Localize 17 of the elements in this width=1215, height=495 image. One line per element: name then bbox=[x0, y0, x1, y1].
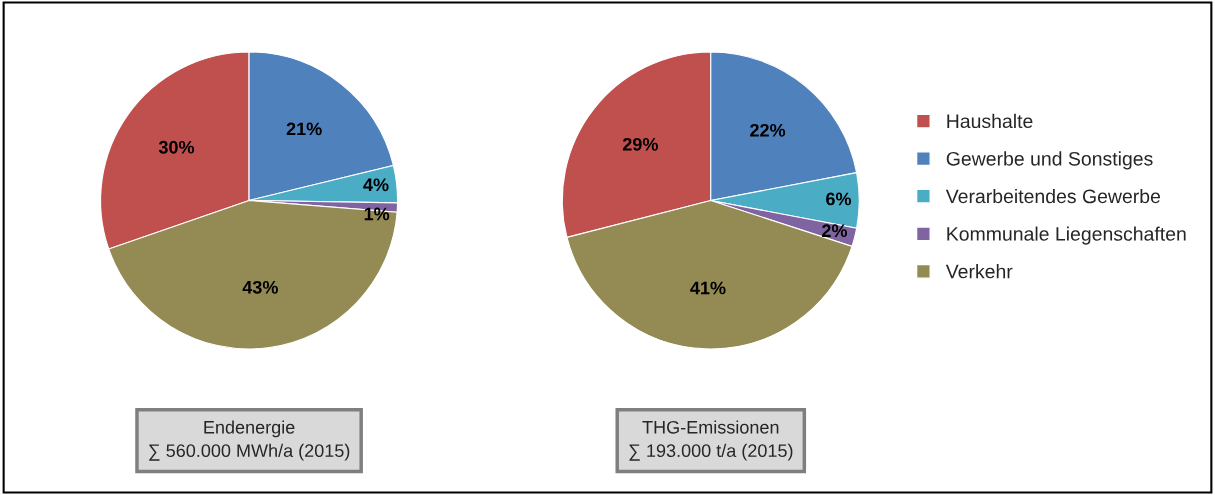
legend-label: Verkehr bbox=[945, 264, 1013, 279]
legend-label: Haushalte bbox=[947, 113, 1033, 129]
data-label: 30% bbox=[158, 140, 195, 154]
data-label: 4% bbox=[363, 178, 389, 192]
data-label: 2% bbox=[822, 224, 848, 238]
legend-label: Kommunale Liegenschaften bbox=[947, 226, 1186, 245]
data-label: 21% bbox=[286, 122, 322, 136]
text: THG-Emissionen ∑ 193.000 t/a (2015) bbox=[629, 420, 793, 461]
data-label: 41% bbox=[690, 281, 726, 295]
data-label: 1% bbox=[364, 207, 390, 221]
legend-label: Gewerbe und Sonstiges bbox=[946, 151, 1153, 170]
data-label: 29% bbox=[622, 137, 658, 151]
data-label: 22% bbox=[750, 123, 786, 137]
data-label: 6% bbox=[826, 192, 852, 206]
data-label: 43% bbox=[242, 280, 278, 294]
legend-label: Verarbeitendes Gewerbe bbox=[945, 188, 1161, 204]
text: Endenergie ∑ 560.000 MWh/a (2015) bbox=[149, 420, 350, 461]
